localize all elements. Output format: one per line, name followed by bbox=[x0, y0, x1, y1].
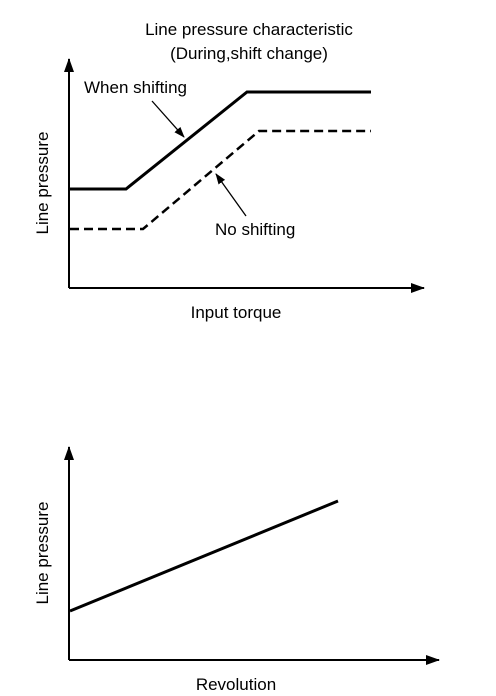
chart-input-torque: Line pressure characteristic (During,shi… bbox=[33, 20, 425, 322]
series-line-no-shifting bbox=[70, 129, 371, 231]
y-axis-label: Line pressure bbox=[33, 131, 52, 234]
series-label-no-shifting: No shifting bbox=[215, 220, 295, 239]
x-axis-label: Revolution bbox=[196, 675, 276, 694]
series-line-revolution bbox=[69, 499, 339, 613]
chart-revolution: Line pressure Revolution bbox=[33, 446, 440, 694]
series-label-when-shifting: When shifting bbox=[84, 78, 187, 97]
chart-title-line-1: Line pressure characteristic bbox=[145, 20, 353, 39]
chart-title-line-2: (During,shift change) bbox=[170, 44, 328, 63]
leader-arrow-when-shifting bbox=[151, 100, 185, 138]
series-line-when-shifting bbox=[70, 90, 371, 191]
y-axis-label: Line pressure bbox=[33, 501, 52, 604]
leader-arrow-no-shifting bbox=[215, 173, 247, 217]
x-axis-label: Input torque bbox=[191, 303, 282, 322]
